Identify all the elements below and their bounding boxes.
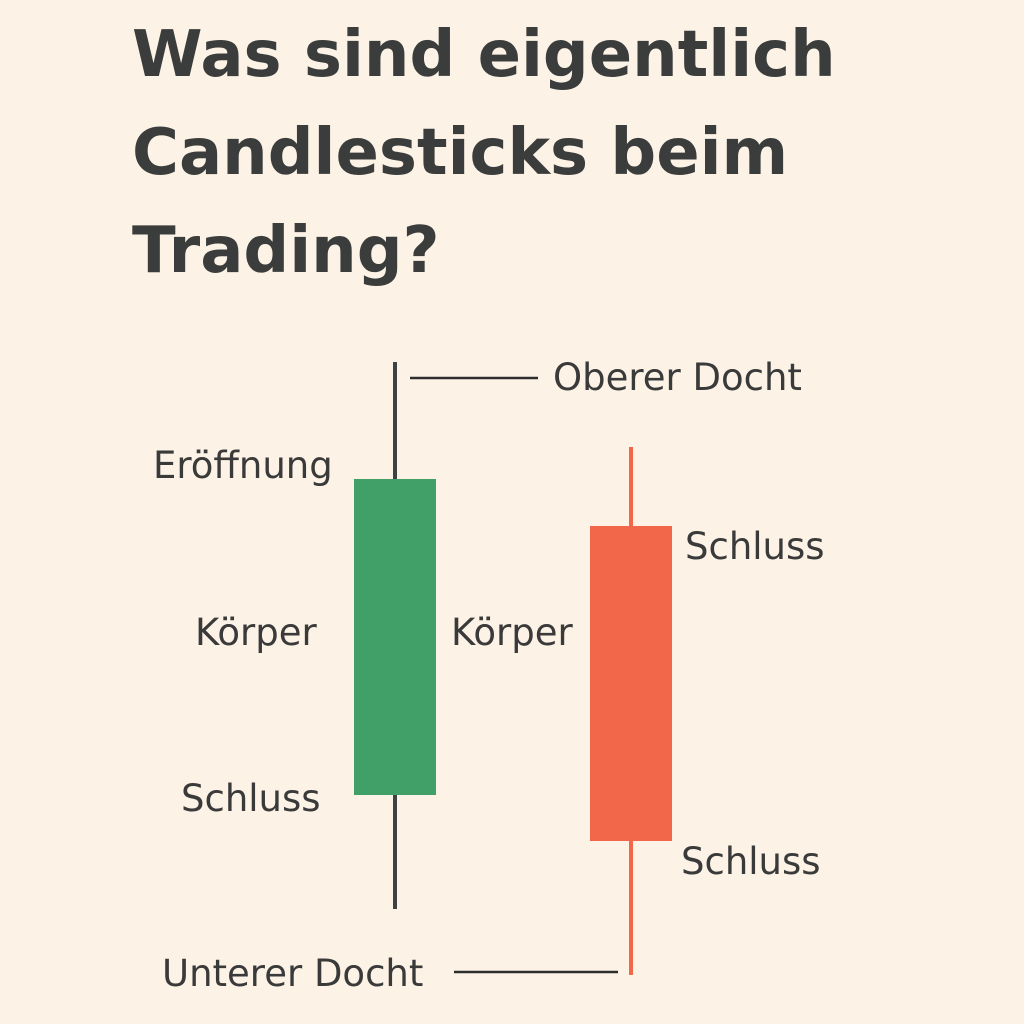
green-body-label: Körper [195, 611, 317, 654]
page-title: Was sind eigentlich Candlesticks beim Tr… [132, 6, 992, 300]
title-line-3: Trading? [132, 214, 440, 288]
green-close-label: Schluss [181, 777, 321, 820]
red-candle-body [590, 526, 672, 841]
upper-wick-label: Oberer Docht [553, 356, 802, 399]
red-body-label: Körper [451, 611, 573, 654]
title-line-1: Was sind eigentlich [132, 18, 836, 92]
green-candle-body [354, 479, 436, 795]
lower-wick-label: Unterer Docht [162, 952, 424, 995]
red-close-top-label: Schluss [685, 525, 825, 568]
red-close-bottom-label: Schluss [681, 840, 821, 883]
open-label: Eröffnung [153, 444, 333, 487]
title-line-2: Candlesticks beim [132, 116, 789, 190]
